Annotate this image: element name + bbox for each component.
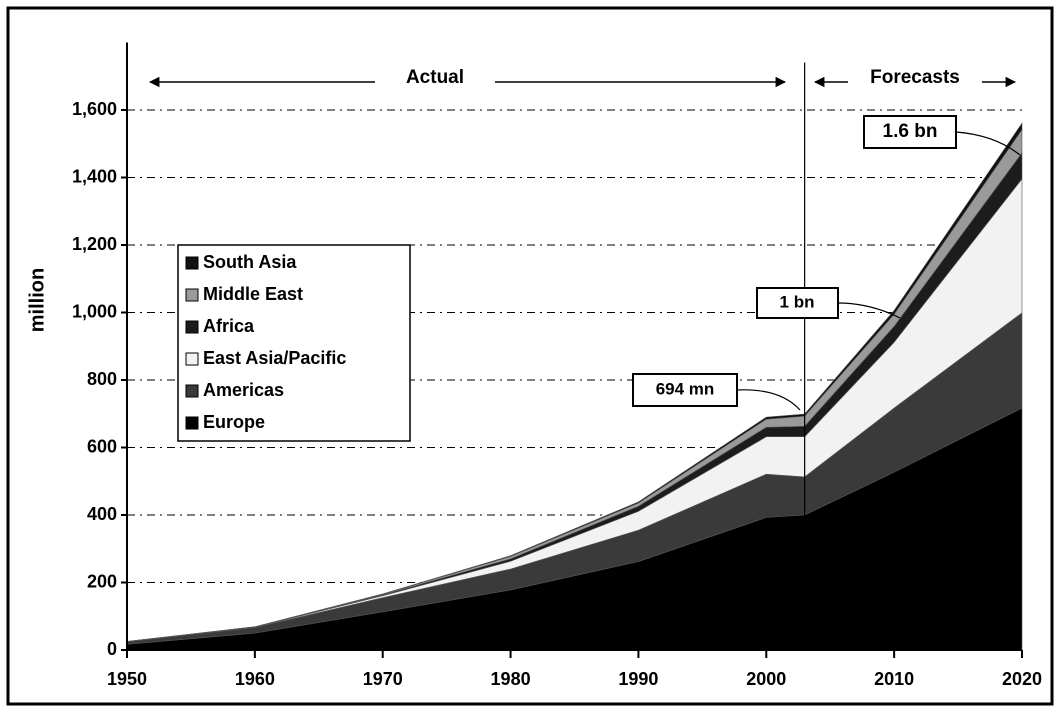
y-tick-label: 400 [87,504,117,524]
legend: South Asia Middle East Africa East Asia/Pac… [177,244,411,442]
callout-line [736,389,801,411]
legend-swatch [185,320,199,334]
callout: 1 bn [780,292,815,311]
x-tick-label: 2000 [746,669,786,689]
legend-label: Europe [203,412,265,432]
y-tick-label: 800 [87,369,117,389]
x-tick-label: 1960 [235,669,275,689]
legend-label: Americas [203,380,284,400]
legend-swatch [185,384,199,398]
area [126,122,1023,642]
x-tick-label: 2010 [874,669,914,689]
x-tick-label: 1990 [618,669,658,689]
areas [126,122,1023,651]
callout-box [863,115,957,149]
callout: 694 mn [656,379,715,398]
y-tick-label: 1,600 [72,99,117,119]
annotation: Actual [406,67,464,88]
legend-label: Africa [203,316,255,336]
y-tick-label: 0 [107,639,117,659]
legend-label: Middle East [203,284,303,304]
legend-box [177,244,411,442]
y-tick-label: 200 [87,571,117,591]
legend-label: South Asia [203,252,297,272]
annotation: Forecasts [870,67,960,88]
legend-swatch [185,416,199,430]
legend-swatch [185,288,199,302]
x-tick-label: 1950 [107,669,147,689]
callout-line [837,302,901,319]
y-tick-label: 1,200 [72,234,117,254]
legend-label: East Asia/Pacific [203,348,346,368]
callout-line [955,131,1021,156]
y-tick-label: 1,000 [72,301,117,321]
x-tick-label: 1970 [363,669,403,689]
legend-swatch [185,352,199,366]
callout-box [756,287,839,319]
callouts: 1.6 bn 1 bn 694 mn [632,115,1021,411]
callout-box [632,373,738,407]
axes: 0 200 400 600 800 1,000 1,200 1,400 1,600 1950 196… [72,42,1042,689]
y-tick-label: 1,400 [72,166,117,186]
y-axis-label: million [26,268,48,332]
y-tick-label: 600 [87,436,117,456]
x-tick-label: 2020 [1002,669,1042,689]
x-tick-label: 1980 [491,669,531,689]
legend-swatch [185,256,199,270]
callout: 1.6 bn [883,121,938,142]
